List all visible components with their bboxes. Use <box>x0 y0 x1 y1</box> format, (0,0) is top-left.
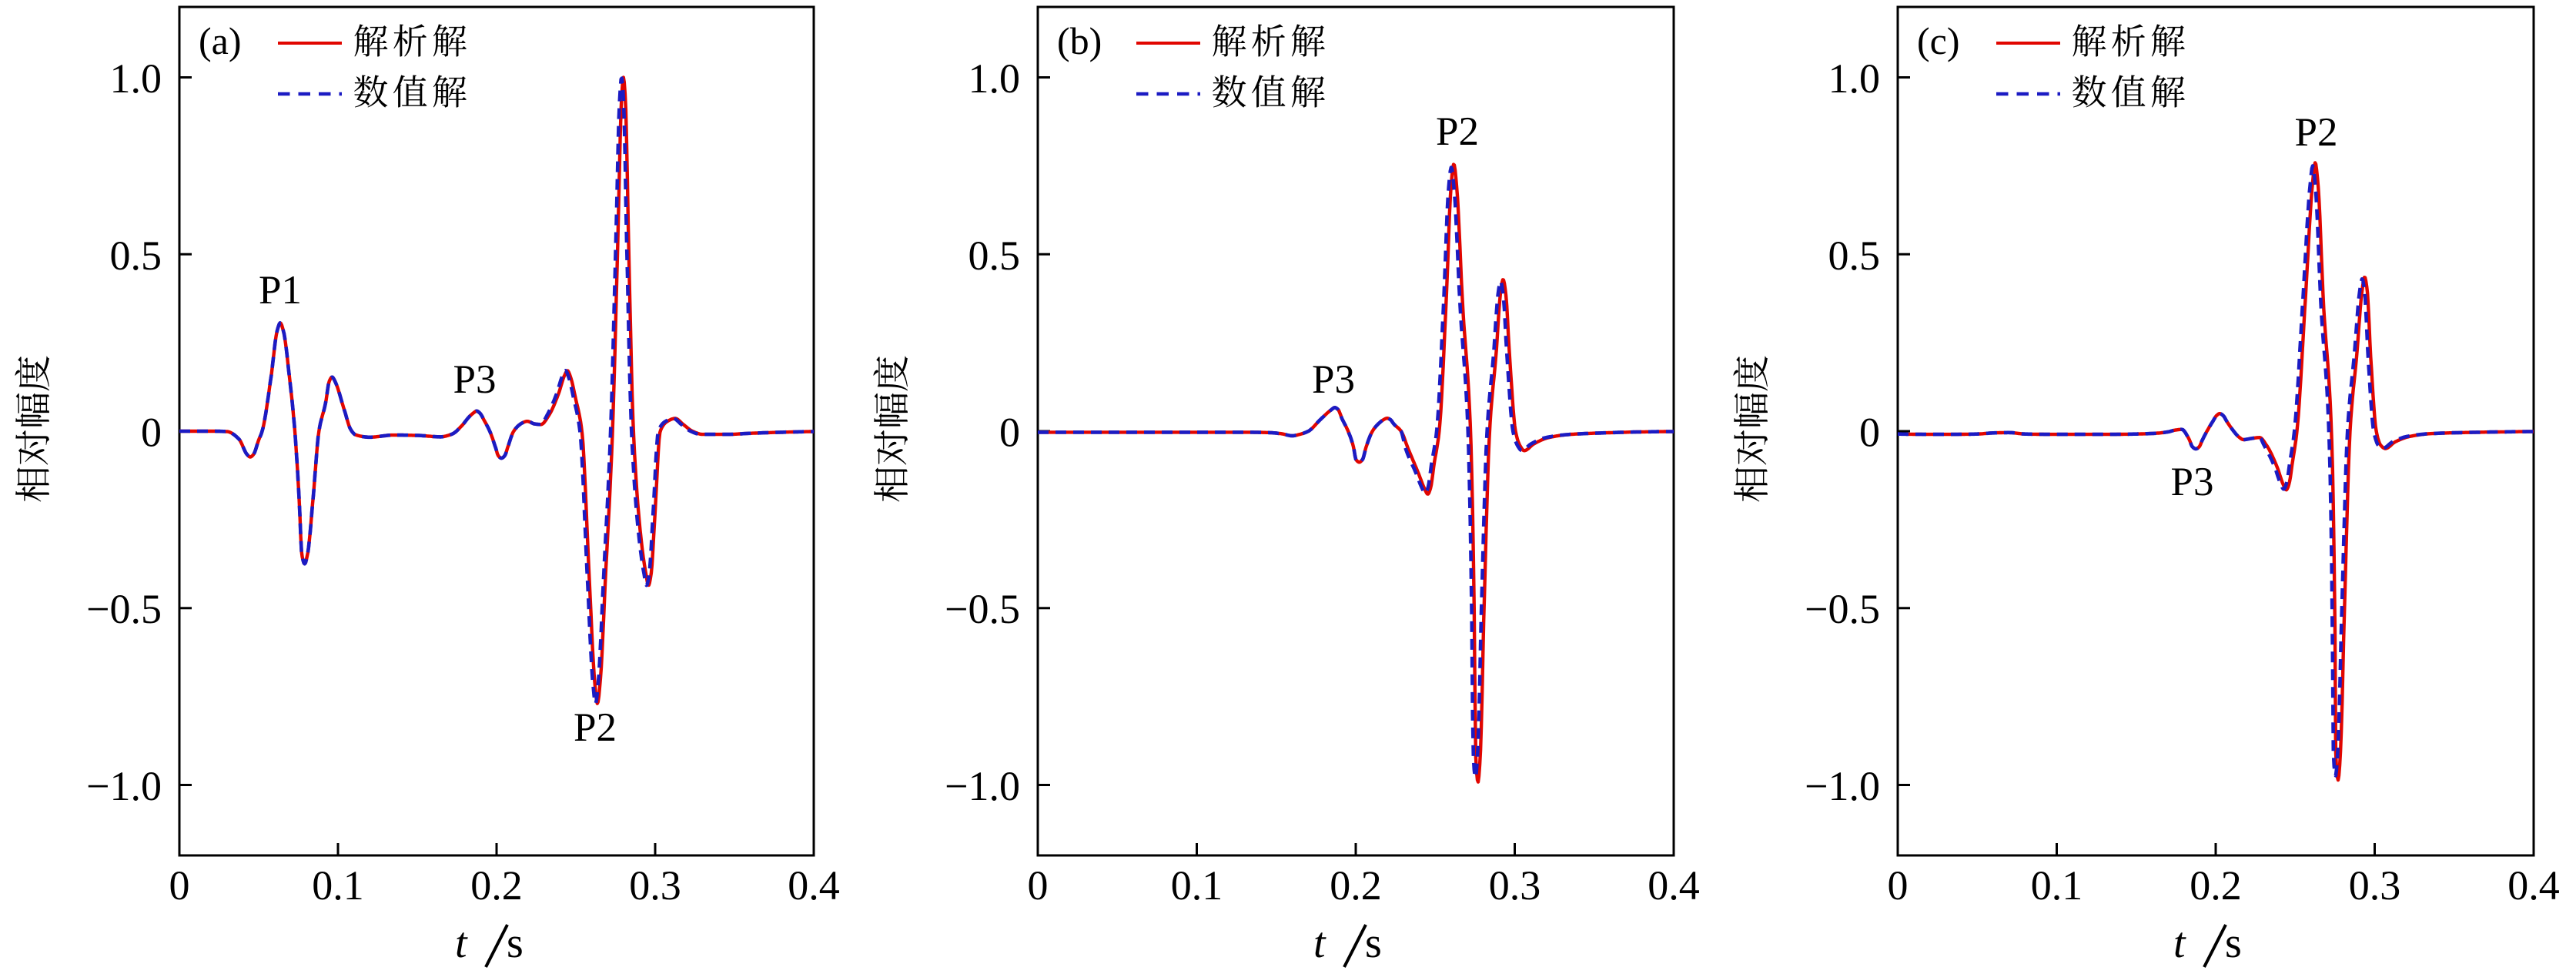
svg-text:s: s <box>507 919 524 967</box>
svg-text:−0.5: −0.5 <box>945 586 1020 632</box>
svg-text:P3: P3 <box>2171 460 2214 504</box>
svg-text:−1.0: −1.0 <box>1805 763 1880 809</box>
svg-text:(b): (b) <box>1057 19 1102 62</box>
svg-text:P3: P3 <box>453 357 497 402</box>
svg-text:0.4: 0.4 <box>2507 862 2560 909</box>
svg-text:P2: P2 <box>574 705 617 750</box>
svg-text:0.2: 0.2 <box>1330 862 1382 909</box>
svg-text:0.2: 0.2 <box>2190 862 2242 909</box>
svg-text:1.0: 1.0 <box>1828 55 1881 102</box>
svg-text:P2: P2 <box>1436 109 1479 154</box>
svg-text:0.1: 0.1 <box>312 862 364 909</box>
svg-text:(c): (c) <box>1917 19 1960 62</box>
svg-text:t: t <box>455 919 468 967</box>
svg-text:(a): (a) <box>199 19 242 62</box>
svg-text:0.1: 0.1 <box>2031 862 2083 909</box>
svg-text:0: 0 <box>1859 410 1880 456</box>
svg-text:P2: P2 <box>2295 110 2338 155</box>
svg-text:−1.0: −1.0 <box>86 763 162 809</box>
svg-text:0.4: 0.4 <box>788 862 840 909</box>
svg-text:0: 0 <box>141 410 162 456</box>
svg-text:−0.5: −0.5 <box>86 586 162 632</box>
svg-text:0: 0 <box>169 862 190 909</box>
svg-text:−1.0: −1.0 <box>945 763 1020 809</box>
svg-text:s: s <box>2225 919 2242 967</box>
svg-text:0: 0 <box>1028 862 1049 909</box>
svg-text:0: 0 <box>999 410 1020 456</box>
svg-text:P3: P3 <box>1312 357 1355 402</box>
svg-text:t: t <box>2173 919 2186 967</box>
svg-text:0.3: 0.3 <box>629 862 681 909</box>
svg-text:0.3: 0.3 <box>1489 862 1541 909</box>
svg-text:−0.5: −0.5 <box>1805 586 1880 632</box>
svg-text:0.5: 0.5 <box>110 233 162 279</box>
svg-text:1.0: 1.0 <box>110 55 162 102</box>
svg-text:0.5: 0.5 <box>969 233 1021 279</box>
svg-text:0.5: 0.5 <box>1828 233 1881 279</box>
svg-text:t: t <box>1313 919 1326 967</box>
svg-text:0.1: 0.1 <box>1171 862 1223 909</box>
svg-text:0.2: 0.2 <box>470 862 523 909</box>
svg-text:0: 0 <box>1888 862 1909 909</box>
svg-text:P1: P1 <box>259 268 302 313</box>
svg-text:0.4: 0.4 <box>1648 862 1700 909</box>
svg-text:0.3: 0.3 <box>2349 862 2401 909</box>
svg-text:s: s <box>1365 919 1382 967</box>
svg-text:1.0: 1.0 <box>969 55 1021 102</box>
